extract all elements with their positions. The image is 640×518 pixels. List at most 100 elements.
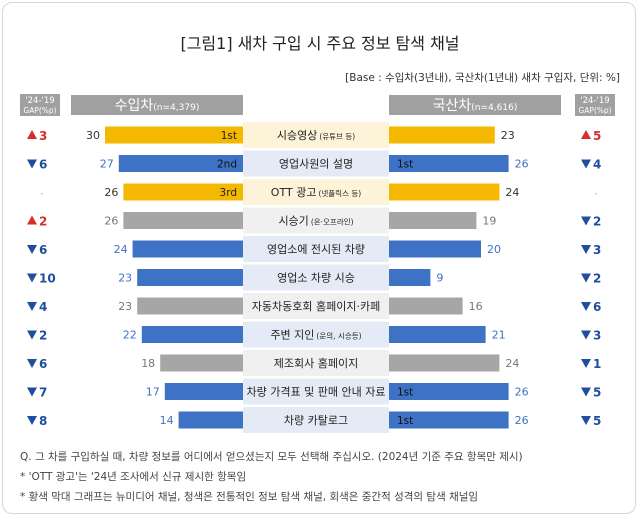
up-triangle-icon [27,130,37,139]
import-value-label: 18 [141,357,155,370]
import-rank-label: 2nd [217,159,237,171]
import-bar [137,297,243,315]
gap-header-left-line1: '24-'19 [25,96,54,106]
domestic-gap-value: 2 [593,215,601,229]
gap-header-right-line2: GAP(%p) [578,106,611,115]
category-label-bg [243,264,389,291]
down-triangle-icon [27,159,37,169]
domestic-gap-value: 4 [593,158,601,172]
domestic-bar [389,212,477,229]
down-triangle-icon [581,273,591,283]
import-gap-value: 3 [39,129,47,143]
import-gap-value: 2 [39,215,47,229]
down-triangle-icon [581,387,591,397]
domestic-header-label: 국산차(n=4,616) [433,98,518,114]
domestic-value-label: 24 [505,186,519,199]
domestic-rank-label: 1st [397,159,413,171]
down-triangle-icon [581,416,591,425]
domestic-value-label: 23 [501,129,515,142]
import-bar [123,183,243,201]
domestic-rank-label: 1st [397,387,413,399]
import-gap-none: - [40,189,43,199]
category-label: 시승기 (온·오프라인) [278,215,353,228]
import-value-label: 17 [146,386,160,399]
category-label: 영업소에 전시된 차량 [267,243,365,256]
domestic-gap-value: 5 [593,129,601,143]
down-triangle-icon [581,302,591,311]
import-value-label: 30 [86,129,100,142]
import-gap-value: 6 [39,243,47,257]
category-label-bg [243,122,389,148]
domestic-value-label: 20 [487,243,501,256]
category-label-bg [243,179,389,205]
import-bar [160,354,243,372]
domestic-value-label: 26 [515,386,529,399]
ott-note: * 'OTT 광고'는 '24년 조사에서 신규 제시한 항목임 [20,471,247,483]
domestic-bar [389,354,500,372]
import-bar [105,126,243,144]
domestic-gap-value: 5 [593,414,601,428]
category-label-bg [243,236,389,262]
domestic-value-label: 24 [505,357,519,370]
import-rank-label: 1st [221,130,237,142]
domestic-bar [389,155,509,172]
up-triangle-icon [27,215,37,225]
domestic-value-label: 16 [469,300,483,313]
domestic-bar [389,183,500,201]
domestic-gap-none: - [594,189,597,199]
import-value-label: 27 [100,158,114,171]
import-gap-value: 10 [39,272,56,286]
down-triangle-icon [581,245,591,254]
import-header-bar [71,95,243,115]
import-bar [123,212,243,229]
domestic-value-label: 26 [515,414,529,427]
import-gap-value: 2 [39,329,47,343]
domestic-gap-value: 5 [593,386,601,400]
domestic-bar [389,326,486,343]
down-triangle-icon [581,359,591,368]
category-label: 차량 카탈로그 [284,414,348,427]
category-label-bg [243,207,389,234]
down-triangle-icon [27,302,37,311]
import-value-label: 26 [104,186,118,199]
category-label: 주변 지인 (운의, 시승등) [270,329,361,342]
import-bar [141,326,243,343]
import-value-label: 14 [160,414,174,427]
domestic-bar [389,269,431,286]
down-triangle-icon [27,416,37,425]
category-label: 영업사원의 설명 [279,158,353,171]
down-triangle-icon [27,387,37,397]
up-triangle-icon [581,130,591,139]
domestic-gap-value: 1 [593,357,601,371]
domestic-gap-value: 3 [593,329,601,343]
category-label: 자동차동호회 홈페이지·카페 [252,299,380,313]
import-gap-value: 6 [39,357,47,371]
gap-header-right-line1: '24-'19 [580,96,609,106]
down-triangle-icon [27,330,37,340]
category-label: 영업소 차량 시승 [277,272,355,285]
category-label-bg [243,150,389,177]
figure-title: [그림1] 새차 구입 시 주요 정보 탐색 채널 [180,34,460,53]
gap-header-left-line2: GAP(%p) [23,106,56,115]
domestic-value-label: 21 [492,329,506,342]
import-rank-label: 3rd [220,187,237,199]
domestic-gap-value: 2 [593,272,601,286]
import-header-label: 수입차(n=4,379) [115,98,200,114]
domestic-bar [389,297,463,315]
import-value-label: 26 [104,215,118,228]
import-gap-value: 4 [39,300,47,314]
import-value-label: 24 [114,243,128,256]
gap-header-right [575,94,615,116]
domestic-gap-value: 3 [593,243,601,257]
category-label-bg [243,378,389,405]
category-label: 차량 가격표 및 판매 안내 자료 [247,386,386,399]
category-label: OTT 광고 (넷플릭스 등) [271,186,361,199]
domestic-bar [389,240,481,258]
category-label: 제조회사 홈페이지 [274,356,358,370]
import-value-label: 22 [123,329,137,342]
category-label-bg [243,407,389,433]
domestic-bar [389,126,495,144]
down-triangle-icon [581,330,591,340]
down-triangle-icon [27,359,37,368]
